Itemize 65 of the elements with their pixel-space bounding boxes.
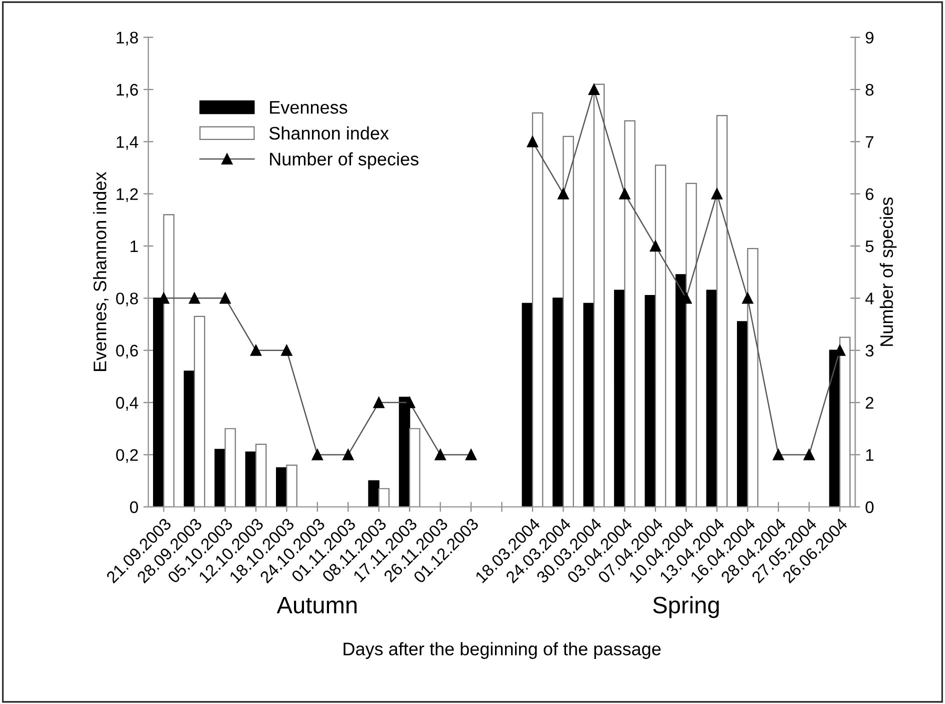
y2-tick-label: 6: [866, 188, 874, 200]
y2-tick-label: 0: [866, 501, 874, 514]
y2-tick-label: 5: [866, 240, 874, 252]
point: [619, 188, 630, 200]
y-tick-label: 1,6: [116, 84, 138, 98]
bar: [532, 112, 544, 507]
point: [312, 449, 323, 460]
y2-tick-label: 3: [866, 344, 874, 357]
bar: [747, 248, 758, 507]
bar: [562, 136, 574, 507]
point: [281, 344, 292, 356]
point: [342, 449, 354, 460]
point: [434, 449, 446, 460]
bar: [706, 290, 718, 507]
y2-tick-label: 8: [866, 84, 874, 96]
bar: [368, 480, 380, 507]
y-tick-label: 1,8: [116, 32, 138, 46]
y2-tick-label: 4: [865, 292, 874, 304]
y-axis-title: Evennes, Shannon index: [93, 172, 108, 371]
bar: [839, 336, 851, 507]
point: [711, 188, 722, 200]
bar: [716, 115, 728, 507]
bar: [593, 84, 605, 507]
y2-tick-label: 1: [866, 449, 874, 461]
y-tick-label: 1,4: [116, 136, 138, 150]
y-tick-label: 0,4: [116, 396, 138, 411]
y-tick-label: 1: [130, 240, 138, 252]
point: [188, 292, 200, 304]
y2-tick-label: 9: [866, 32, 874, 44]
y-tick-label: 0,2: [116, 449, 138, 463]
point: [466, 449, 477, 460]
bar: [224, 428, 236, 507]
bar: [255, 444, 267, 507]
point: [220, 292, 231, 304]
y-tick-label: 0,8: [116, 292, 138, 306]
y-tick-label: 1,2: [116, 188, 138, 202]
text: Spring: [653, 596, 719, 618]
point: [373, 396, 384, 408]
y-tick-label: 0,6: [116, 344, 138, 359]
point: [250, 344, 262, 356]
bar: [286, 464, 298, 507]
bar: [245, 452, 256, 507]
bar: [686, 182, 697, 507]
bar: [163, 214, 174, 507]
bar: [624, 120, 636, 507]
text: Autumn: [276, 596, 357, 614]
point: [558, 188, 569, 200]
legend-label: Evenness: [270, 101, 348, 114]
y-tick-label: 0: [130, 501, 138, 514]
point: [650, 240, 662, 252]
y2-tick-label: 2: [866, 396, 874, 409]
bar: [409, 428, 420, 507]
legend-label: Number of species: [270, 152, 418, 170]
y2-axis-title: Number of species: [880, 197, 897, 346]
legend-label: Shannon index: [269, 126, 389, 140]
point: [588, 84, 600, 96]
point: [742, 292, 754, 304]
bar: [378, 488, 390, 507]
bar: [194, 316, 206, 507]
y2-tick-label: 7: [866, 136, 874, 148]
point: [772, 449, 784, 460]
bar: [654, 164, 666, 507]
point: [526, 136, 538, 148]
x-axis-title: Days after the beginning of the passage: [344, 642, 661, 659]
point: [804, 449, 815, 460]
